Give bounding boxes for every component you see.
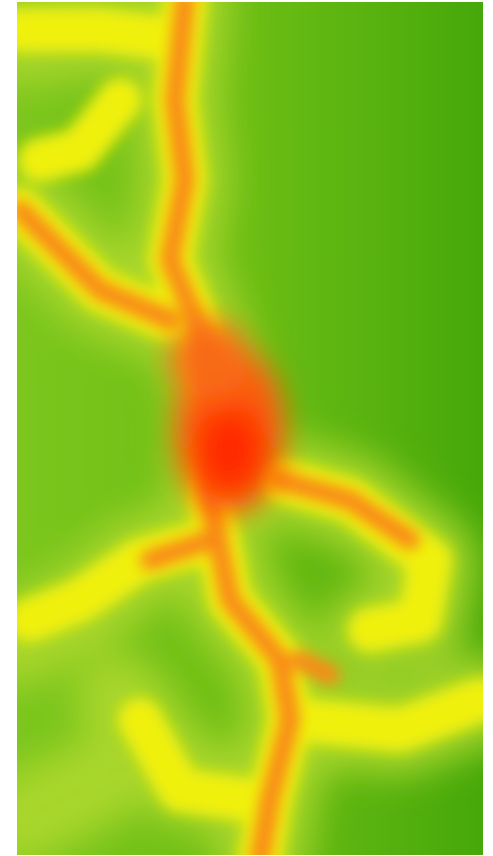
page bbox=[0, 0, 493, 856]
raster bbox=[17, 0, 483, 856]
heatmap bbox=[0, 0, 493, 856]
